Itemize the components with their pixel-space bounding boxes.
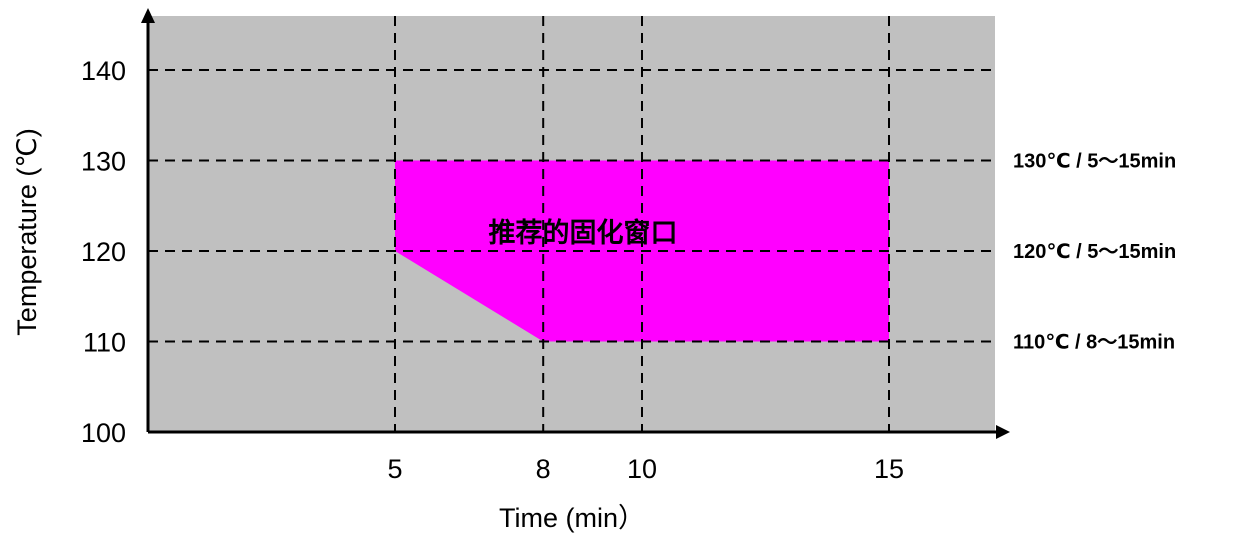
y-tick-label-140: 140	[81, 56, 126, 86]
y-tick-label-100: 100	[81, 418, 126, 448]
y-axis-title: Temperature (℃)	[12, 128, 42, 335]
y-tick-label-130: 130	[81, 147, 126, 177]
annotation-110: 110℃ / 8～15min	[1013, 332, 1175, 354]
x-tick-label-10: 10	[627, 454, 657, 484]
x-axis-title: Time (min）	[499, 503, 645, 533]
x-axis-arrow-icon	[996, 425, 1010, 439]
annotation-130: 130℃ / 5～15min	[1013, 151, 1176, 173]
y-axis-arrow-icon	[141, 8, 155, 23]
region-label: 推荐的固化窗口	[489, 217, 678, 249]
x-tick-label-8: 8	[536, 454, 551, 484]
y-tick-label-120: 120	[81, 237, 126, 267]
annotation-120: 120℃ / 5～15min	[1013, 241, 1176, 263]
x-tick-label-15: 15	[874, 454, 904, 484]
y-tick-label-110: 110	[83, 328, 126, 358]
x-tick-label-5: 5	[387, 454, 402, 484]
